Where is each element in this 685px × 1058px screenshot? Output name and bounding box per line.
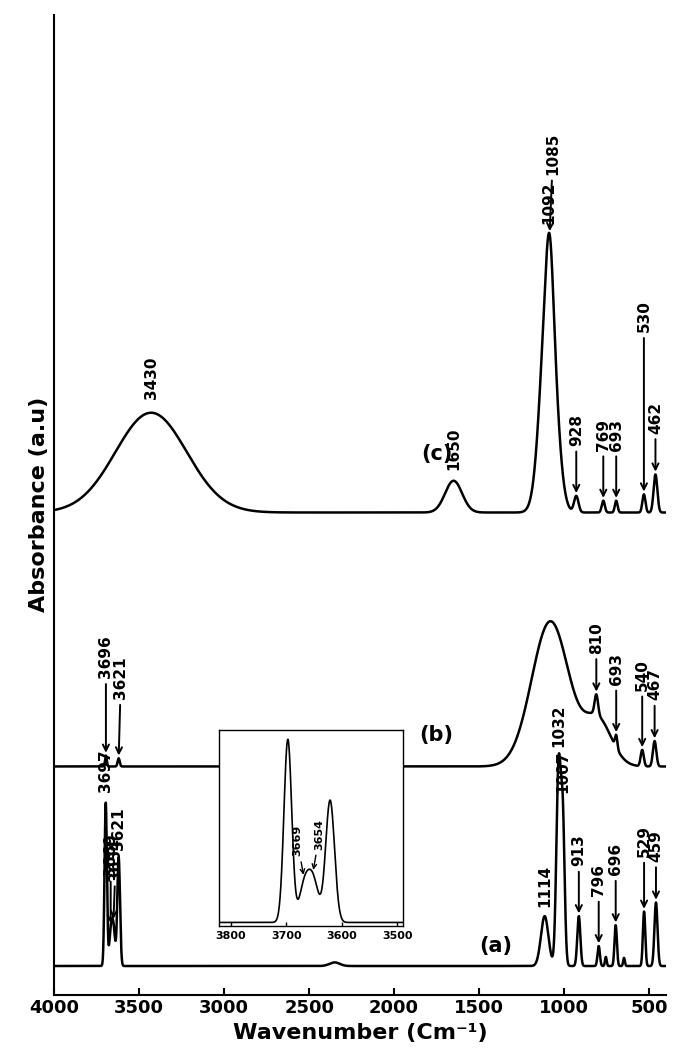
Text: (c): (c) <box>421 444 452 464</box>
Text: 540: 540 <box>635 659 649 745</box>
Text: 3696: 3696 <box>99 636 114 750</box>
Text: 3621: 3621 <box>113 657 128 753</box>
Y-axis label: Absorbance (a.u): Absorbance (a.u) <box>29 397 49 613</box>
X-axis label: Wavenumber (Cm⁻¹): Wavenumber (Cm⁻¹) <box>233 1023 488 1043</box>
Text: 459: 459 <box>649 829 664 897</box>
Text: 693: 693 <box>609 419 624 496</box>
Text: 928: 928 <box>569 414 584 491</box>
Text: 796: 796 <box>591 864 606 942</box>
Text: 462: 462 <box>648 401 663 470</box>
Text: 1092: 1092 <box>541 181 556 223</box>
Text: 1650: 1650 <box>446 427 461 470</box>
Text: 810: 810 <box>589 622 603 690</box>
Text: 693: 693 <box>609 653 624 730</box>
Text: (a): (a) <box>479 936 512 956</box>
Text: 769: 769 <box>596 419 611 496</box>
Text: 913: 913 <box>571 835 586 911</box>
Text: 3430: 3430 <box>144 357 159 399</box>
Text: 3669: 3669 <box>103 834 119 922</box>
Text: 529: 529 <box>636 825 651 907</box>
Text: 1032: 1032 <box>551 705 566 747</box>
Text: 3654: 3654 <box>108 838 123 916</box>
Text: 1114: 1114 <box>537 865 552 907</box>
Text: (b): (b) <box>420 725 453 745</box>
Text: 530: 530 <box>636 300 651 490</box>
Text: 1085: 1085 <box>545 132 560 229</box>
Text: 467: 467 <box>647 669 662 736</box>
Text: 3697: 3697 <box>98 749 113 791</box>
Text: 3621: 3621 <box>111 807 126 850</box>
Text: 696: 696 <box>608 843 623 920</box>
Text: 1007: 1007 <box>556 751 571 794</box>
